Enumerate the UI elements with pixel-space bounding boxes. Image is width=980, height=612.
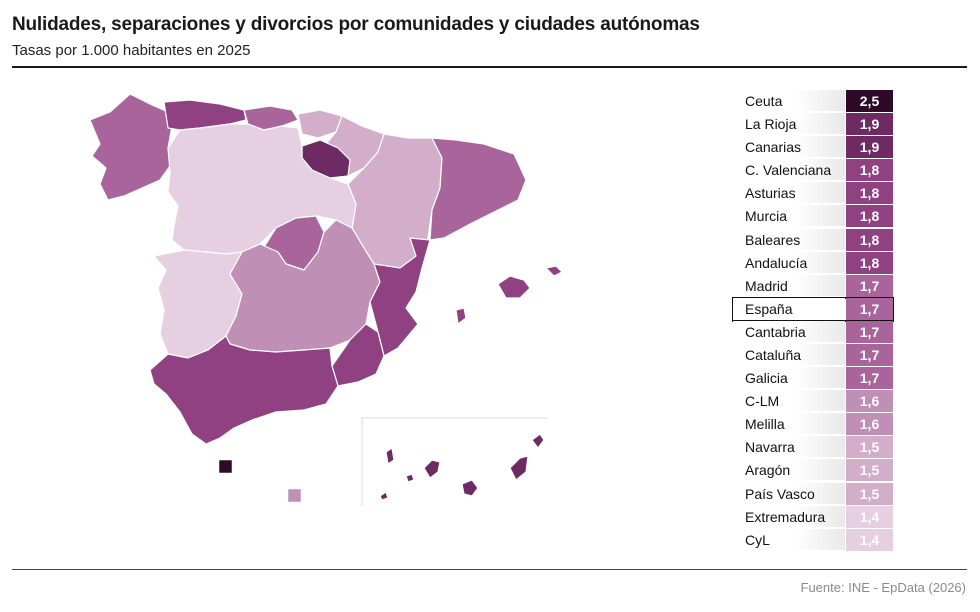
ranking-row: Asturias 1,8: [733, 182, 893, 205]
ranking-row: País Vasco 1,5: [733, 482, 893, 506]
region-value: 1,5: [846, 436, 893, 459]
region-value: 1,4: [846, 505, 893, 528]
ranking-row: España 1,7: [732, 296, 894, 322]
ranking-row: Canarias 1,9: [733, 136, 893, 159]
ranking-row: Ceuta 2,5: [733, 90, 893, 113]
canarias-inset-frame: [361, 417, 548, 506]
chart-subtitle: Tasas por 1.000 habitantes en 2025: [12, 42, 251, 59]
region-name: Baleares: [733, 228, 845, 251]
region-name: CyL: [733, 528, 845, 551]
region-canarias-gran-canaria: [461, 479, 479, 497]
region-baleares-mallorca: [497, 275, 531, 299]
region-value: 1,8: [846, 159, 893, 182]
region-ceuta: [218, 459, 233, 474]
region-value: 1,7: [846, 297, 893, 320]
region-name: Canarias: [733, 136, 845, 159]
region-name: Murcia: [733, 205, 845, 228]
ranking-row: Cantabria 1,7: [733, 320, 893, 344]
region-name: C-LM: [733, 390, 845, 413]
region-melilla: [287, 488, 302, 503]
ranking-row: Galicia 1,7: [733, 367, 893, 390]
region-value: 1,7: [846, 274, 893, 297]
region-castilla-y-leon: [167, 123, 357, 255]
region-name: Madrid: [733, 274, 845, 297]
region-value: 1,9: [846, 136, 893, 159]
ranking-row: Madrid 1,7: [733, 274, 893, 298]
region-value: 1,8: [846, 182, 893, 205]
region-comunidad-valenciana: [369, 237, 431, 357]
region-asturias: [163, 99, 247, 131]
region-name: C. Valenciana: [733, 159, 845, 182]
region-value: 1,7: [846, 367, 893, 390]
region-canarias-tenerife: [423, 459, 441, 479]
region-name: Cantabria: [733, 320, 845, 343]
ranking-row: C-LM 1,6: [733, 390, 893, 413]
ranking-row: La Rioja 1,9: [733, 113, 893, 136]
chart-title: Nulidades, separaciones y divorcios por …: [12, 14, 700, 35]
ranking-row: Melilla 1,6: [733, 413, 893, 436]
region-baleares-ibiza: [455, 307, 467, 325]
region-value: 1,5: [846, 482, 893, 505]
region-value: 2,5: [846, 90, 893, 112]
ranking-row: Baleares 1,8: [733, 228, 893, 252]
ranking-row: C. Valenciana 1,8: [733, 159, 893, 182]
region-value: 1,7: [846, 343, 893, 366]
ranking-row: Murcia 1,8: [733, 205, 893, 228]
ranking-row: Cataluña 1,7: [733, 343, 893, 367]
region-name: Asturias: [733, 182, 845, 205]
region-name: País Vasco: [733, 482, 845, 505]
region-name: Andalucía: [733, 251, 845, 274]
region-name: Melilla: [733, 413, 845, 436]
region-name: España: [733, 297, 845, 320]
region-canarias-lanzarote: [531, 433, 545, 449]
region-name: Aragón: [733, 459, 845, 482]
region-baleares-menorca: [545, 265, 563, 277]
region-canarias-fuerteventura: [509, 455, 529, 481]
region-name: La Rioja: [733, 113, 845, 136]
region-value: 1,6: [846, 390, 893, 413]
top-rule: [12, 66, 967, 68]
region-cataluna: [429, 137, 527, 241]
region-value: 1,4: [846, 528, 893, 551]
region-name: Ceuta: [733, 90, 845, 112]
ranking-table: Ceuta 2,5 La Rioja 1,9 Canarias 1,9 C. Valenci…: [732, 90, 894, 552]
region-canarias-la-palma: [385, 447, 395, 465]
region-value: 1,9: [846, 113, 893, 136]
ranking-row: CyL 1,4: [733, 528, 893, 552]
source-note: Fuente: INE - EpData (2026): [800, 580, 966, 595]
region-canarias-el-hierro: [379, 491, 389, 501]
region-value: 1,8: [846, 205, 893, 228]
region-canarias-la-gomera: [405, 473, 415, 483]
region-value: 1,5: [846, 459, 893, 482]
region-name: Cataluña: [733, 343, 845, 366]
region-value: 1,6: [846, 413, 893, 436]
region-name: Navarra: [733, 436, 845, 459]
region-value: 1,8: [846, 228, 893, 251]
region-value: 1,7: [846, 320, 893, 343]
ranking-row: Andalucía 1,8: [733, 251, 893, 275]
region-value: 1,8: [846, 251, 893, 274]
bottom-rule: [12, 569, 967, 570]
spain-choropleth-map: [89, 93, 563, 506]
region-andalucia: [149, 335, 339, 445]
region-name: Extremadura: [733, 505, 845, 528]
ranking-row: Navarra 1,5: [733, 436, 893, 459]
region-name: Galicia: [733, 367, 845, 390]
region-galicia: [89, 93, 173, 201]
ranking-row: Aragón 1,5: [733, 459, 893, 482]
ranking-row: Extremadura 1,4: [733, 505, 893, 529]
